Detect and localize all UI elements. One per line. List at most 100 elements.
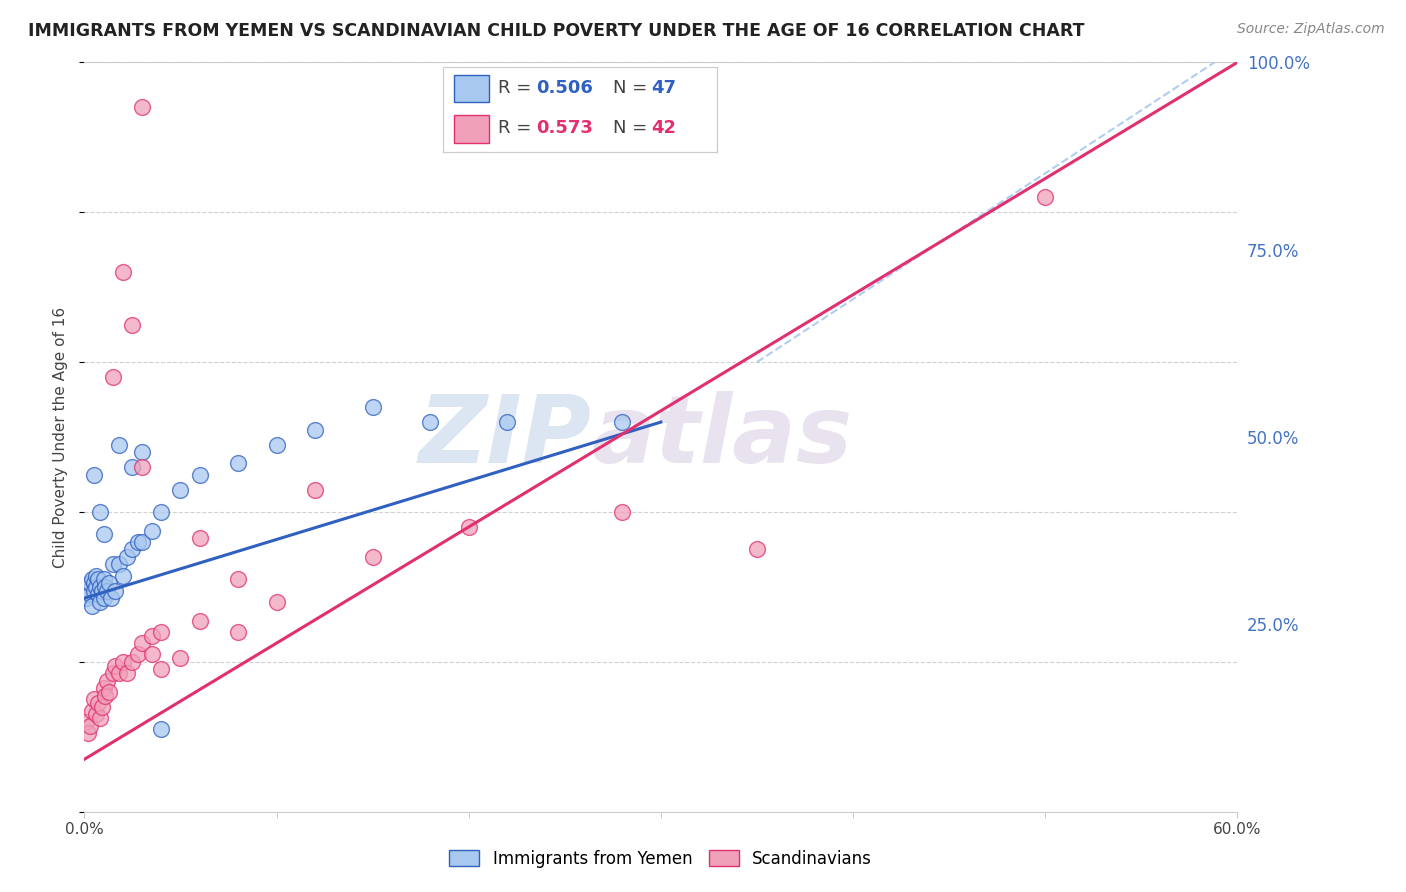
Point <box>83 692 105 706</box>
Point <box>141 648 163 662</box>
Point <box>77 583 100 598</box>
Point <box>93 573 115 587</box>
Point <box>111 655 134 669</box>
Point <box>108 558 131 572</box>
Point <box>87 696 110 710</box>
Point <box>75 714 97 729</box>
Point <box>104 583 127 598</box>
Point <box>150 662 173 676</box>
Point <box>87 573 110 587</box>
Bar <box>454 75 489 103</box>
Point <box>150 505 173 519</box>
Point <box>131 535 153 549</box>
Point <box>141 629 163 643</box>
Point <box>361 400 384 414</box>
Point <box>131 636 153 650</box>
Point <box>457 520 479 534</box>
Point <box>131 460 153 475</box>
Point <box>121 460 143 475</box>
Point <box>80 573 103 587</box>
Point <box>111 265 134 279</box>
Point <box>90 699 112 714</box>
Point <box>104 658 127 673</box>
Point <box>84 568 107 582</box>
Point <box>361 549 384 564</box>
Point <box>89 595 111 609</box>
Point <box>1033 190 1056 204</box>
Text: R =: R = <box>498 119 537 136</box>
Point <box>121 542 143 557</box>
Point <box>87 587 110 601</box>
Point <box>79 587 101 601</box>
Text: 0.573: 0.573 <box>536 119 593 136</box>
Point <box>84 707 107 722</box>
Point <box>83 583 105 598</box>
Point <box>612 415 634 429</box>
Point <box>93 527 115 541</box>
Point <box>188 531 211 545</box>
Point <box>496 415 519 429</box>
Point <box>121 318 143 332</box>
Point <box>96 673 118 688</box>
Point <box>80 599 103 613</box>
Point <box>93 591 115 606</box>
Text: N =: N = <box>613 79 652 97</box>
Point <box>226 456 249 470</box>
Point <box>121 655 143 669</box>
Point <box>94 580 117 594</box>
Point <box>131 100 153 114</box>
Text: N =: N = <box>613 119 652 136</box>
Point <box>96 583 118 598</box>
Bar <box>454 115 489 143</box>
Point <box>108 666 131 681</box>
Text: 42: 42 <box>651 119 676 136</box>
Point <box>226 624 249 639</box>
Point <box>169 651 191 665</box>
Point <box>127 535 149 549</box>
Point <box>89 580 111 594</box>
Point <box>79 718 101 732</box>
Point <box>77 726 100 740</box>
Point <box>612 505 634 519</box>
Point <box>93 681 115 695</box>
Text: ZIP: ZIP <box>419 391 592 483</box>
Point <box>83 467 105 482</box>
Point <box>103 666 125 681</box>
Point <box>131 445 153 459</box>
Point <box>150 723 173 737</box>
Point <box>266 437 288 451</box>
Point <box>89 711 111 725</box>
Point <box>419 415 441 429</box>
Point <box>304 483 326 497</box>
Point <box>226 573 249 587</box>
Text: IMMIGRANTS FROM YEMEN VS SCANDINAVIAN CHILD POVERTY UNDER THE AGE OF 16 CORRELAT: IMMIGRANTS FROM YEMEN VS SCANDINAVIAN CH… <box>28 22 1084 40</box>
Point <box>111 568 134 582</box>
Point <box>150 624 173 639</box>
Point <box>745 542 768 557</box>
Point <box>75 591 97 606</box>
Point <box>108 437 131 451</box>
Point <box>169 483 191 497</box>
Point <box>188 614 211 628</box>
Point <box>188 467 211 482</box>
Point <box>100 591 122 606</box>
Point <box>98 685 121 699</box>
Point <box>103 558 125 572</box>
Text: R =: R = <box>498 79 537 97</box>
Point <box>304 423 326 437</box>
Point <box>115 666 138 681</box>
Point <box>79 576 101 591</box>
Point <box>115 549 138 564</box>
Point <box>98 576 121 591</box>
Point <box>94 689 117 703</box>
Text: 47: 47 <box>651 79 676 97</box>
Point <box>83 576 105 591</box>
Text: atlas: atlas <box>592 391 853 483</box>
Point <box>127 648 149 662</box>
Y-axis label: Child Poverty Under the Age of 16: Child Poverty Under the Age of 16 <box>53 307 69 567</box>
Point <box>89 505 111 519</box>
Point <box>141 524 163 538</box>
Legend: Immigrants from Yemen, Scandinavians: Immigrants from Yemen, Scandinavians <box>443 843 879 874</box>
Text: Source: ZipAtlas.com: Source: ZipAtlas.com <box>1237 22 1385 37</box>
Point <box>84 580 107 594</box>
